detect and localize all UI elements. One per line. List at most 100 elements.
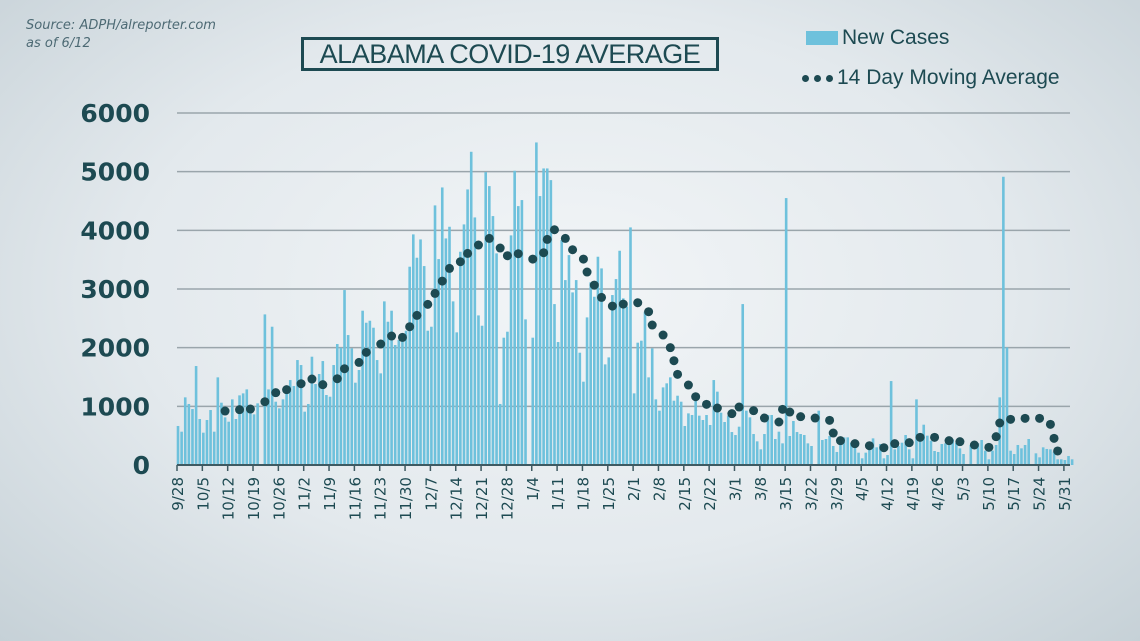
bar (1023, 444, 1027, 465)
bar (560, 240, 564, 465)
bar (759, 449, 763, 465)
bar (650, 348, 654, 465)
moving-average-dot (955, 437, 965, 447)
bar (661, 387, 665, 465)
bar (983, 450, 987, 465)
bar (788, 436, 792, 465)
moving-average-dot (734, 402, 744, 412)
x-tick-label: 5/31 (1056, 477, 1074, 511)
bar (878, 443, 882, 465)
bar (564, 280, 567, 465)
moving-average-dot (904, 438, 914, 448)
bar (383, 301, 386, 465)
bar (520, 200, 524, 465)
bar (676, 395, 679, 465)
bar (907, 449, 911, 465)
moving-average-dot (633, 298, 643, 308)
moving-average-dot (810, 413, 820, 423)
bar (513, 170, 516, 465)
bar (658, 410, 661, 465)
bar (585, 317, 589, 465)
bar (951, 439, 954, 465)
bar (346, 335, 350, 465)
moving-average-dot (455, 257, 465, 267)
moving-average-dot (235, 405, 245, 415)
bar (882, 458, 886, 465)
moving-average-dot (683, 380, 693, 390)
bar (962, 454, 965, 465)
bar (285, 393, 288, 465)
bar (556, 342, 560, 465)
x-tick-label: 11/23 (372, 477, 390, 520)
bar (701, 420, 705, 465)
moving-average-dot (245, 404, 255, 414)
bar (936, 451, 940, 465)
bar (726, 415, 730, 465)
bar (314, 384, 317, 465)
bar (734, 435, 737, 465)
bar (784, 198, 788, 466)
bar (202, 432, 205, 465)
bar (922, 424, 926, 465)
moving-average-dot (890, 439, 900, 449)
moving-average-dot (1035, 413, 1045, 423)
bar (864, 452, 868, 465)
legend-label: 14 Day Moving Average (837, 66, 1060, 89)
bar (755, 441, 759, 465)
bar (220, 402, 223, 465)
bar (1027, 439, 1030, 465)
bar (212, 431, 216, 465)
bar (252, 414, 256, 465)
bar (792, 421, 795, 465)
bar (897, 445, 900, 465)
x-tick-label: 10/19 (245, 477, 263, 520)
x-tick-label: 5/3 (955, 477, 973, 501)
bar (183, 397, 187, 465)
bar (361, 310, 364, 465)
x-tick-label: 3/8 (752, 477, 770, 501)
bar (817, 410, 821, 465)
moving-average-dot (412, 310, 422, 320)
x-tick-label: 2/22 (701, 477, 719, 511)
bar (766, 415, 770, 465)
bar (611, 295, 614, 465)
bar (868, 445, 871, 465)
bar (690, 415, 694, 465)
bar (238, 395, 241, 465)
bar (911, 458, 915, 465)
x-tick-label: 3/29 (828, 477, 846, 511)
bar (578, 352, 582, 465)
bar (1063, 460, 1067, 465)
dots-icon (802, 74, 833, 82)
bar (929, 440, 933, 465)
bar (419, 239, 422, 465)
bar (705, 415, 708, 465)
bar (687, 413, 690, 465)
bar (640, 340, 643, 465)
x-tick-label: 2/15 (676, 477, 694, 511)
bar (296, 360, 299, 465)
x-tick-label: 10/12 (220, 477, 238, 520)
bar (1045, 448, 1049, 465)
bar (278, 408, 281, 465)
bar (484, 172, 487, 465)
bar (683, 425, 687, 465)
moving-average-dot (361, 347, 371, 357)
bar (886, 455, 889, 465)
bar (307, 403, 310, 465)
bar (444, 238, 448, 465)
bar (390, 310, 393, 465)
moving-average-dot (582, 267, 592, 277)
moving-average-dot (445, 263, 454, 273)
bar (918, 440, 922, 465)
x-tick-label: 3/1 (726, 477, 744, 501)
bar (386, 321, 390, 465)
bar (987, 459, 991, 465)
bar (944, 443, 947, 465)
bar (900, 442, 904, 465)
x-tick-label: 1/11 (549, 477, 567, 511)
moving-average-dot (749, 406, 759, 416)
bar (1002, 176, 1005, 465)
bar (1009, 450, 1012, 465)
x-tick-label: 12/21 (473, 477, 491, 520)
